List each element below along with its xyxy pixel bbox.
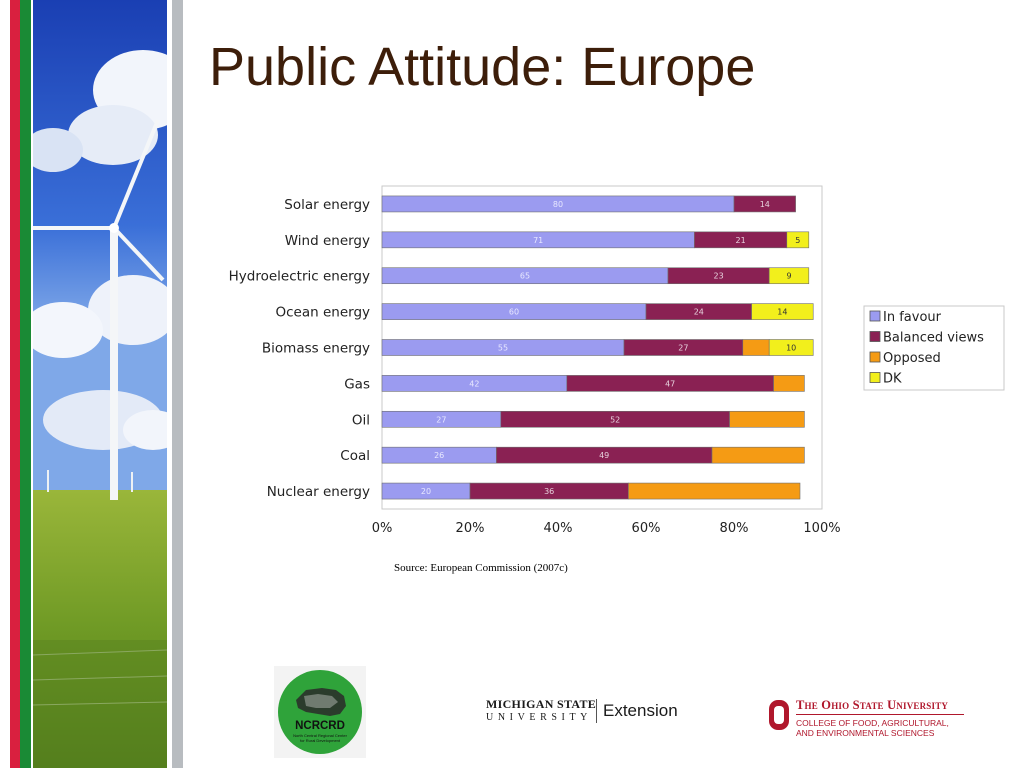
data-label-balanced-views-oil: 52 [610,415,620,424]
data-label-balanced-views-ocean-energy: 24 [694,308,704,317]
data-label-in-favour-solar-energy: 80 [553,200,563,209]
data-label-in-favour-hydroelectric-energy: 65 [520,272,530,281]
data-label-dk-biomass-energy: 10 [786,344,796,353]
data-label-in-favour-oil: 27 [436,415,446,424]
osu-line2: AND ENVIRONMENTAL SCIENCES [796,728,935,738]
osu-divider [796,714,964,715]
legend-label-in-favour: In favour [883,310,942,325]
x-tick-label-0: 0% [372,521,393,536]
legend-label-dk: DK [883,372,902,387]
msu-name: MICHIGAN STATE [486,697,597,711]
x-tick-label-4: 80% [720,521,749,536]
legend-swatch-dk [869,372,881,383]
bar-dk-ocean-energy [751,303,814,320]
data-label-balanced-views-hydroelectric-energy: 23 [714,272,724,281]
data-label-dk-hydroelectric-energy: 9 [786,272,791,281]
category-label-coal: Coal [340,448,370,464]
category-label-ocean-energy: Ocean energy [275,305,370,321]
osu-logo: The Ohio State University COLLEGE OF FOO… [768,697,978,741]
bar-dk-hydroelectric-energy [768,267,810,285]
ncrcrd-logo: NCRCRD North Central Regional Center for… [274,666,366,758]
bar-dk-biomass-energy [768,339,814,356]
bar-opposed-oil [729,410,805,428]
data-label-balanced-views-wind-energy: 21 [736,236,746,245]
x-tick-label-2: 40% [544,521,573,536]
msu-unit: Extension [603,701,678,720]
bar-opposed-gas [773,375,805,392]
data-label-in-favour-gas: 42 [469,379,479,388]
osu-line1: COLLEGE OF FOOD, AGRICULTURAL, [796,718,949,728]
data-label-in-favour-ocean-energy: 60 [509,308,519,317]
stacked-bar-chart: Solar energy 80 14 Wind energy 71 21 5 Hydroele… [205,178,1015,563]
x-tick-label-3: 60% [632,521,661,536]
data-label-balanced-views-solar-energy: 14 [760,200,770,209]
data-label-balanced-views-biomass-energy: 27 [678,344,688,353]
page-title: Public Attitude: Europe [209,37,756,97]
data-label-in-favour-nuclear-energy: 20 [421,487,431,496]
data-label-dk-ocean-energy: 14 [777,308,787,317]
red-stripe [10,0,21,768]
bar-opposed-nuclear-energy [628,482,801,500]
legend-box [863,305,1005,391]
data-label-balanced-views-nuclear-energy: 36 [544,487,554,496]
grey-stripe [172,0,183,768]
bar-dk-wind-energy [786,231,810,249]
ncrcrd-line2: for Rural Development [300,738,341,743]
category-label-wind-energy: Wind energy [285,233,370,249]
block-o-icon [769,700,789,730]
data-label-in-favour-coal: 26 [434,451,444,460]
legend-swatch-in-favour [869,310,881,322]
green-stripe [20,0,31,768]
category-label-gas: Gas [344,376,370,392]
legend-label-balanced-views: Balanced views [883,331,984,346]
data-label-in-favour-biomass-energy: 55 [498,344,508,353]
category-label-nuclear-energy: Nuclear energy [267,484,370,500]
category-label-biomass-energy: Biomass energy [262,341,370,357]
category-label-oil: Oil [352,412,370,428]
data-label-balanced-views-gas: 47 [665,379,675,388]
x-tick-label-1: 20% [456,521,485,536]
bar-opposed-biomass-energy [742,339,770,356]
data-label-in-favour-wind-energy: 71 [533,236,543,245]
osu-name: The Ohio State University [796,698,949,712]
msu-divider [596,699,597,723]
bar-opposed-coal [711,446,805,464]
bar-balanced-views-solar-energy [733,195,796,213]
category-label-solar-energy: Solar energy [284,197,370,213]
category-label-hydroelectric-energy: Hydroelectric energy [229,269,370,285]
legend-swatch-opposed [869,351,881,363]
msu-extension-logo: MICHIGAN STATE UNIVERSITY Extension [486,697,686,727]
ncrcrd-line1: North Central Regional Center [293,733,347,738]
data-label-dk-wind-energy: 5 [795,236,800,245]
x-tick-label-5: 100% [803,521,840,536]
wind-turbine-photo [33,0,167,768]
ncrcrd-acronym: NCRCRD [295,720,345,732]
msu-sub: UNIVERSITY [486,712,592,723]
source-citation: Source: European Commission (2007c) [394,562,568,574]
legend-swatch-balanced-views [869,331,881,342]
legend-label-opposed: Opposed [883,351,941,366]
data-label-balanced-views-coal: 49 [599,451,609,460]
